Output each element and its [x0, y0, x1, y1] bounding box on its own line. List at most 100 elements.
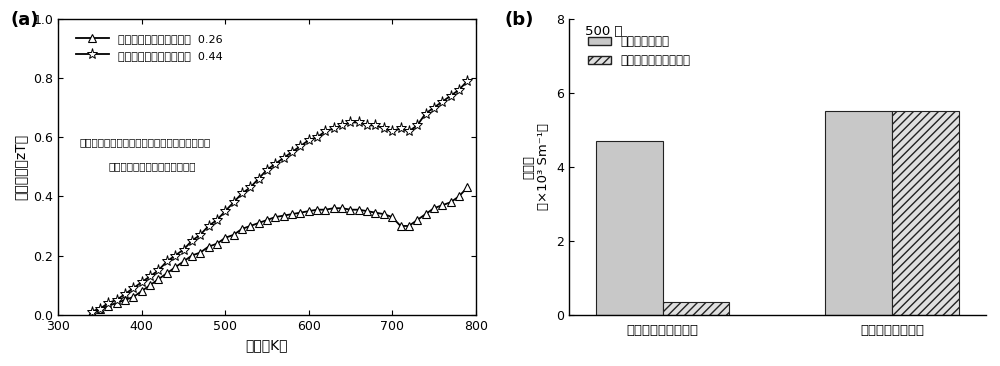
利用单晶合成的多晶材料  0.44	[453, 88, 465, 92]
利用单晶合成的多晶材料  0.44	[436, 100, 448, 104]
传统固相合成的多晶材料  0.26	[228, 233, 240, 237]
利用单晶合成的多晶材料  0.44	[186, 239, 198, 243]
传统固相合成的多晶材料  0.26	[420, 212, 432, 216]
传统固相合成的多晶材料  0.26	[244, 224, 256, 228]
利用单晶合成的多晶材料  0.44	[294, 144, 306, 148]
利用单晶合成的多晶材料  0.44	[336, 123, 348, 128]
传统固相合成的多晶材料  0.26	[319, 208, 331, 212]
利用单晶合成的多晶材料  0.44	[369, 123, 381, 128]
Y-axis label: 热电优値（zT）: 热电优値（zT）	[14, 134, 28, 200]
利用单晶合成的多晶材料  0.44	[144, 274, 156, 279]
Line: 传统固相合成的多晶材料  0.26: 传统固相合成的多晶材料 0.26	[88, 184, 471, 315]
利用单晶合成的多晶材料  0.44	[194, 233, 206, 237]
传统固相合成的多晶材料  0.26	[328, 206, 340, 210]
利用单晶合成的多晶材料  0.44	[353, 120, 365, 124]
传统固相合成的多晶材料  0.26	[311, 208, 323, 212]
利用单晶合成的多晶材料  0.44	[127, 286, 139, 290]
传统固相合成的多晶材料  0.26	[253, 221, 265, 225]
传统固相合成的多晶材料  0.26	[269, 215, 281, 219]
利用单晶合成的多晶材料  0.44	[261, 168, 273, 172]
利用单晶合成的多晶材料  0.44	[244, 185, 256, 190]
利用单晶合成的多晶材料  0.44	[411, 123, 423, 128]
传统固相合成的多晶材料  0.26	[445, 200, 457, 205]
Legend: 传统固相合成的多晶材料  0.26, 利用单晶合成的多晶材料  0.44: 传统固相合成的多晶材料 0.26, 利用单晶合成的多晶材料 0.44	[72, 30, 226, 64]
传统固相合成的多晶材料  0.26	[111, 300, 123, 305]
利用单晶合成的多晶材料  0.44	[102, 300, 114, 305]
传统固相合成的多晶材料  0.26	[261, 218, 273, 222]
Text: (b): (b)	[505, 11, 534, 29]
传统固相合成的多晶材料  0.26	[436, 203, 448, 208]
利用单晶合成的多晶材料  0.44	[253, 176, 265, 181]
传统固相合成的多晶材料  0.26	[136, 289, 148, 293]
利用单晶合成的多晶材料  0.44	[311, 135, 323, 139]
利用单晶合成的多晶材料  0.44	[169, 253, 181, 258]
传统固相合成的多晶材料  0.26	[161, 271, 173, 276]
利用单晶合成的多晶材料  0.44	[403, 129, 415, 134]
Bar	[892, 111, 959, 315]
传统固相合成的多晶材料  0.26	[361, 209, 373, 213]
传统固相合成的多晶材料  0.26	[219, 236, 231, 240]
Text: 注：两个多晶材料都具有相同的平均晶粒尺寸；: 注：两个多晶材料都具有相同的平均晶粒尺寸；	[79, 137, 210, 147]
利用单晶合成的多晶材料  0.44	[152, 268, 164, 273]
利用单晶合成的多晶材料  0.44	[119, 292, 131, 296]
Line: 利用单晶合成的多晶材料  0.44: 利用单晶合成的多晶材料 0.44	[86, 75, 473, 317]
传统固相合成的多晶材料  0.26	[203, 244, 215, 249]
传统固相合成的多晶材料  0.26	[286, 212, 298, 216]
传统固相合成的多晶材料  0.26	[169, 265, 181, 270]
传统固相合成的多晶材料  0.26	[178, 259, 190, 264]
传统固相合成的多晶材料  0.26	[403, 224, 415, 228]
传统固相合成的多晶材料  0.26	[152, 277, 164, 281]
利用单晶合成的多晶材料  0.44	[219, 209, 231, 213]
X-axis label: 温度（K）: 温度（K）	[246, 338, 288, 352]
利用单晶合成的多晶材料  0.44	[428, 105, 440, 110]
Bar	[663, 302, 729, 315]
利用单晶合成的多晶材料  0.44	[303, 138, 315, 142]
利用单晶合成的多晶材料  0.44	[94, 307, 106, 311]
传统固相合成的多晶材料  0.26	[411, 218, 423, 222]
传统固相合成的多晶材料  0.26	[127, 295, 139, 299]
传统固相合成的多晶材料  0.26	[461, 185, 473, 190]
利用单晶合成的多晶材料  0.44	[86, 310, 98, 314]
Legend: 第一次测量结果, 三个月以后的测量结果: 第一次测量结果, 三个月以后的测量结果	[583, 31, 696, 72]
利用单晶合成的多晶材料  0.44	[395, 126, 407, 131]
传统固相合成的多晶材料  0.26	[453, 194, 465, 199]
利用单晶合成的多晶材料  0.44	[136, 280, 148, 284]
传统固相合成的多晶材料  0.26	[211, 242, 223, 246]
传统固相合成的多晶材料  0.26	[94, 307, 106, 311]
利用单晶合成的多晶材料  0.44	[211, 218, 223, 222]
Y-axis label: 电导率
（×10³ Sm⁻¹）: 电导率 （×10³ Sm⁻¹）	[522, 123, 550, 210]
Bar	[825, 111, 892, 315]
利用单晶合成的多晶材料  0.44	[378, 126, 390, 131]
利用单晶合成的多晶材料  0.44	[269, 162, 281, 166]
传统固相合成的多晶材料  0.26	[194, 250, 206, 255]
利用单晶合成的多晶材料  0.44	[445, 94, 457, 98]
传统固相合成的多晶材料  0.26	[395, 224, 407, 228]
利用单晶合成的多晶材料  0.44	[328, 126, 340, 131]
传统固相合成的多晶材料  0.26	[378, 212, 390, 216]
利用单晶合成的多晶材料  0.44	[111, 298, 123, 302]
利用单晶合成的多晶材料  0.44	[178, 247, 190, 252]
利用单晶合成的多晶材料  0.44	[461, 79, 473, 83]
传统固相合成的多晶材料  0.26	[86, 310, 98, 314]
利用单晶合成的多晶材料  0.44	[228, 200, 240, 205]
利用单晶合成的多晶材料  0.44	[319, 129, 331, 134]
传统固相合成的多晶材料  0.26	[186, 253, 198, 258]
利用单晶合成的多晶材料  0.44	[344, 120, 356, 124]
传统固相合成的多晶材料  0.26	[102, 304, 114, 308]
利用单晶合成的多晶材料  0.44	[361, 123, 373, 128]
传统固相合成的多晶材料  0.26	[119, 298, 131, 302]
传统固相合成的多晶材料  0.26	[369, 210, 381, 215]
传统固相合成的多晶材料  0.26	[278, 213, 290, 218]
传统固相合成的多晶材料  0.26	[428, 206, 440, 210]
传统固相合成的多晶材料  0.26	[303, 209, 315, 213]
利用单晶合成的多晶材料  0.44	[161, 259, 173, 264]
传统固相合成的多晶材料  0.26	[236, 227, 248, 231]
利用单晶合成的多晶材料  0.44	[236, 191, 248, 195]
Text: 500 度: 500 度	[585, 25, 623, 38]
传统固相合成的多晶材料  0.26	[336, 206, 348, 210]
利用单晶合成的多晶材料  0.44	[420, 111, 432, 116]
Text: (a): (a)	[10, 11, 38, 29]
Bar	[596, 141, 663, 315]
传统固相合成的多晶材料  0.26	[386, 215, 398, 219]
利用单晶合成的多晶材料  0.44	[286, 150, 298, 154]
